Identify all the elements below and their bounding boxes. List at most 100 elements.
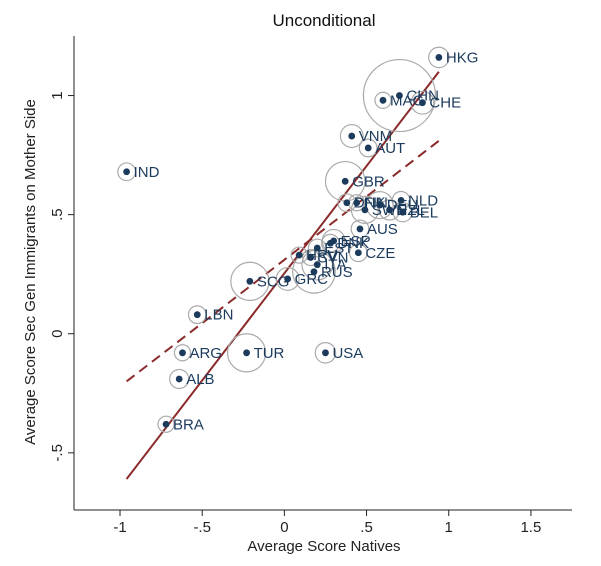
point-label: NLD <box>408 192 438 209</box>
weight-ring <box>173 344 192 362</box>
y-tick-label: -.5 <box>49 444 66 462</box>
point-label: ESP <box>341 233 371 250</box>
x-tick-label: 1 <box>445 519 453 536</box>
point-label: DEU <box>387 197 419 214</box>
data-point <box>246 277 254 285</box>
point-label: GBR <box>352 173 385 190</box>
point-label: SVN <box>318 250 349 267</box>
weight-ring <box>117 162 137 182</box>
data-point <box>354 249 362 257</box>
weight-ring <box>290 246 308 264</box>
point-label: ALB <box>186 371 214 388</box>
point-label: SWE <box>372 202 406 219</box>
point-label: MAC <box>390 92 424 109</box>
data-point <box>435 54 443 61</box>
data-point <box>313 244 321 252</box>
y-axis-title: Average Score Sec Gen Immigrants on Moth… <box>22 99 39 445</box>
data-point <box>322 349 329 357</box>
weight-ring <box>365 191 394 220</box>
data-point <box>307 254 315 261</box>
data-point <box>343 199 351 207</box>
weight-ring <box>302 248 320 267</box>
point-label: FIN <box>364 195 388 212</box>
weight-ring <box>358 138 378 158</box>
point-label: ARG <box>189 345 222 362</box>
weight-ring <box>226 333 267 373</box>
data-point <box>399 208 407 216</box>
data-point <box>284 275 292 283</box>
data-point <box>364 144 372 152</box>
dashed-fit-line <box>125 140 440 383</box>
axes-layer: -1 -.5 0 .5 1 1.5 -.5 0 .5 1 <box>49 36 572 536</box>
data-point <box>179 349 186 357</box>
data-point <box>313 261 321 269</box>
y-tick-label: 0 <box>49 330 66 338</box>
weight-ring <box>169 368 190 390</box>
points-layer <box>123 54 443 428</box>
point-label: SCG <box>257 273 290 290</box>
data-point <box>123 168 130 176</box>
y-tick-label: 1 <box>49 91 66 99</box>
weight-ring <box>362 58 437 133</box>
weight-ring <box>374 91 392 109</box>
data-point <box>348 132 356 140</box>
weight-ring <box>410 90 435 115</box>
point-label: AUT <box>375 140 405 157</box>
data-point <box>353 199 361 207</box>
point-label: GRC <box>295 271 329 288</box>
point-label: AUS <box>367 221 398 238</box>
weight-ring <box>428 46 450 69</box>
chart-title: Unconditional <box>272 11 375 30</box>
weight-ring <box>350 195 379 224</box>
weight-ring <box>157 415 175 433</box>
x-tick-label: 1.5 <box>520 519 541 536</box>
x-tick-label: -1 <box>113 519 126 536</box>
weight-ring <box>348 243 368 263</box>
data-point <box>310 268 318 276</box>
point-label: LBN <box>204 307 233 324</box>
x-tick-label: -.5 <box>193 519 211 536</box>
x-tick-label: 0 <box>280 519 288 536</box>
point-label: USA <box>332 345 363 362</box>
data-point <box>193 311 201 319</box>
data-point <box>397 196 405 204</box>
data-point <box>361 206 369 214</box>
point-label: IND <box>134 164 160 181</box>
point-label: TUR <box>254 345 285 362</box>
point-label: CZE <box>365 245 395 262</box>
weight-ring <box>307 238 327 258</box>
data-point <box>419 99 426 107</box>
fit-lines-layer <box>125 71 440 480</box>
weight-ring <box>339 124 364 149</box>
weight-ring <box>230 261 270 301</box>
point-label: ITA <box>324 257 346 274</box>
point-label: NZL <box>397 202 425 219</box>
data-point <box>175 375 183 383</box>
point-label: EST <box>324 240 353 257</box>
x-tick-label: .5 <box>360 519 373 536</box>
point-label: BEL <box>410 204 438 221</box>
point-label: CHN <box>406 88 439 105</box>
point-label: CHE <box>429 95 461 112</box>
data-point <box>162 420 170 428</box>
point-label: VNM <box>359 128 392 145</box>
point-label: DNK <box>354 195 386 212</box>
weight-ring <box>292 249 336 294</box>
point-label: HKG <box>446 49 479 66</box>
weight-ring <box>314 342 337 364</box>
weight-ring <box>378 199 401 221</box>
data-point <box>396 92 403 99</box>
data-point <box>326 239 334 247</box>
weight-ring <box>275 266 300 291</box>
data-point <box>379 96 387 104</box>
data-point <box>243 349 250 357</box>
data-point <box>341 177 349 185</box>
point-label: RUS <box>321 264 353 281</box>
data-point <box>295 251 303 259</box>
weight-ring <box>350 219 370 239</box>
point-label: BRA <box>173 416 204 433</box>
y-tick-label: .5 <box>49 208 66 221</box>
